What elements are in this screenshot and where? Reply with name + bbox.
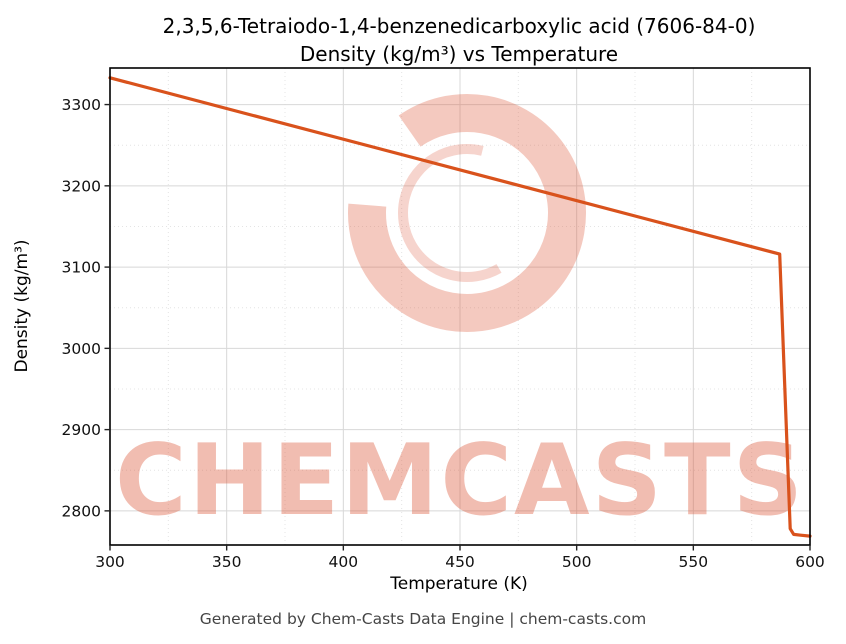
y-tick-label: 3000 bbox=[62, 340, 101, 358]
watermark-logo-inner-ring-icon bbox=[398, 144, 536, 282]
x-tick-label: 400 bbox=[329, 553, 359, 571]
axis-ticks bbox=[104, 103, 811, 551]
series-line-density bbox=[108, 76, 812, 538]
y-tick-label: 2900 bbox=[62, 421, 101, 439]
chart-title: 2,3,5,6-Tetraiodo-1,4-benzenedicarboxyli… bbox=[74, 12, 844, 68]
axis-tick-labels: 300 350 400 450 500 550 600 2800 2900 3000 3100 320… bbox=[62, 96, 825, 571]
x-axis-label: Temperature (K) bbox=[390, 574, 528, 594]
y-tick-label: 3300 bbox=[62, 96, 101, 114]
y-tick-label: 3200 bbox=[62, 177, 101, 195]
x-tick-label: 300 bbox=[95, 553, 125, 571]
y-axis-label: Density (kg/m³) bbox=[12, 239, 32, 373]
x-tick-label: 500 bbox=[562, 553, 592, 571]
footer-credit: Generated by Chem-Casts Data Engine | ch… bbox=[199, 610, 647, 628]
x-tick-label: 550 bbox=[679, 553, 709, 571]
watermark: CHEMCASTS bbox=[115, 94, 805, 538]
x-tick-label: 450 bbox=[445, 553, 475, 571]
data-series bbox=[108, 76, 812, 538]
x-tick-label: 600 bbox=[795, 553, 825, 571]
y-tick-label: 3100 bbox=[62, 259, 101, 277]
chart-title-line2: Density (kg/m³) vs Temperature bbox=[299, 42, 619, 66]
watermark-text: CHEMCASTS bbox=[115, 424, 805, 538]
y-tick-label: 2800 bbox=[62, 502, 101, 520]
chart-title-line1: 2,3,5,6-Tetraiodo-1,4-benzenedicarboxyli… bbox=[162, 14, 756, 38]
x-tick-label: 350 bbox=[212, 553, 242, 571]
watermark-logo-ring-icon bbox=[348, 94, 586, 332]
